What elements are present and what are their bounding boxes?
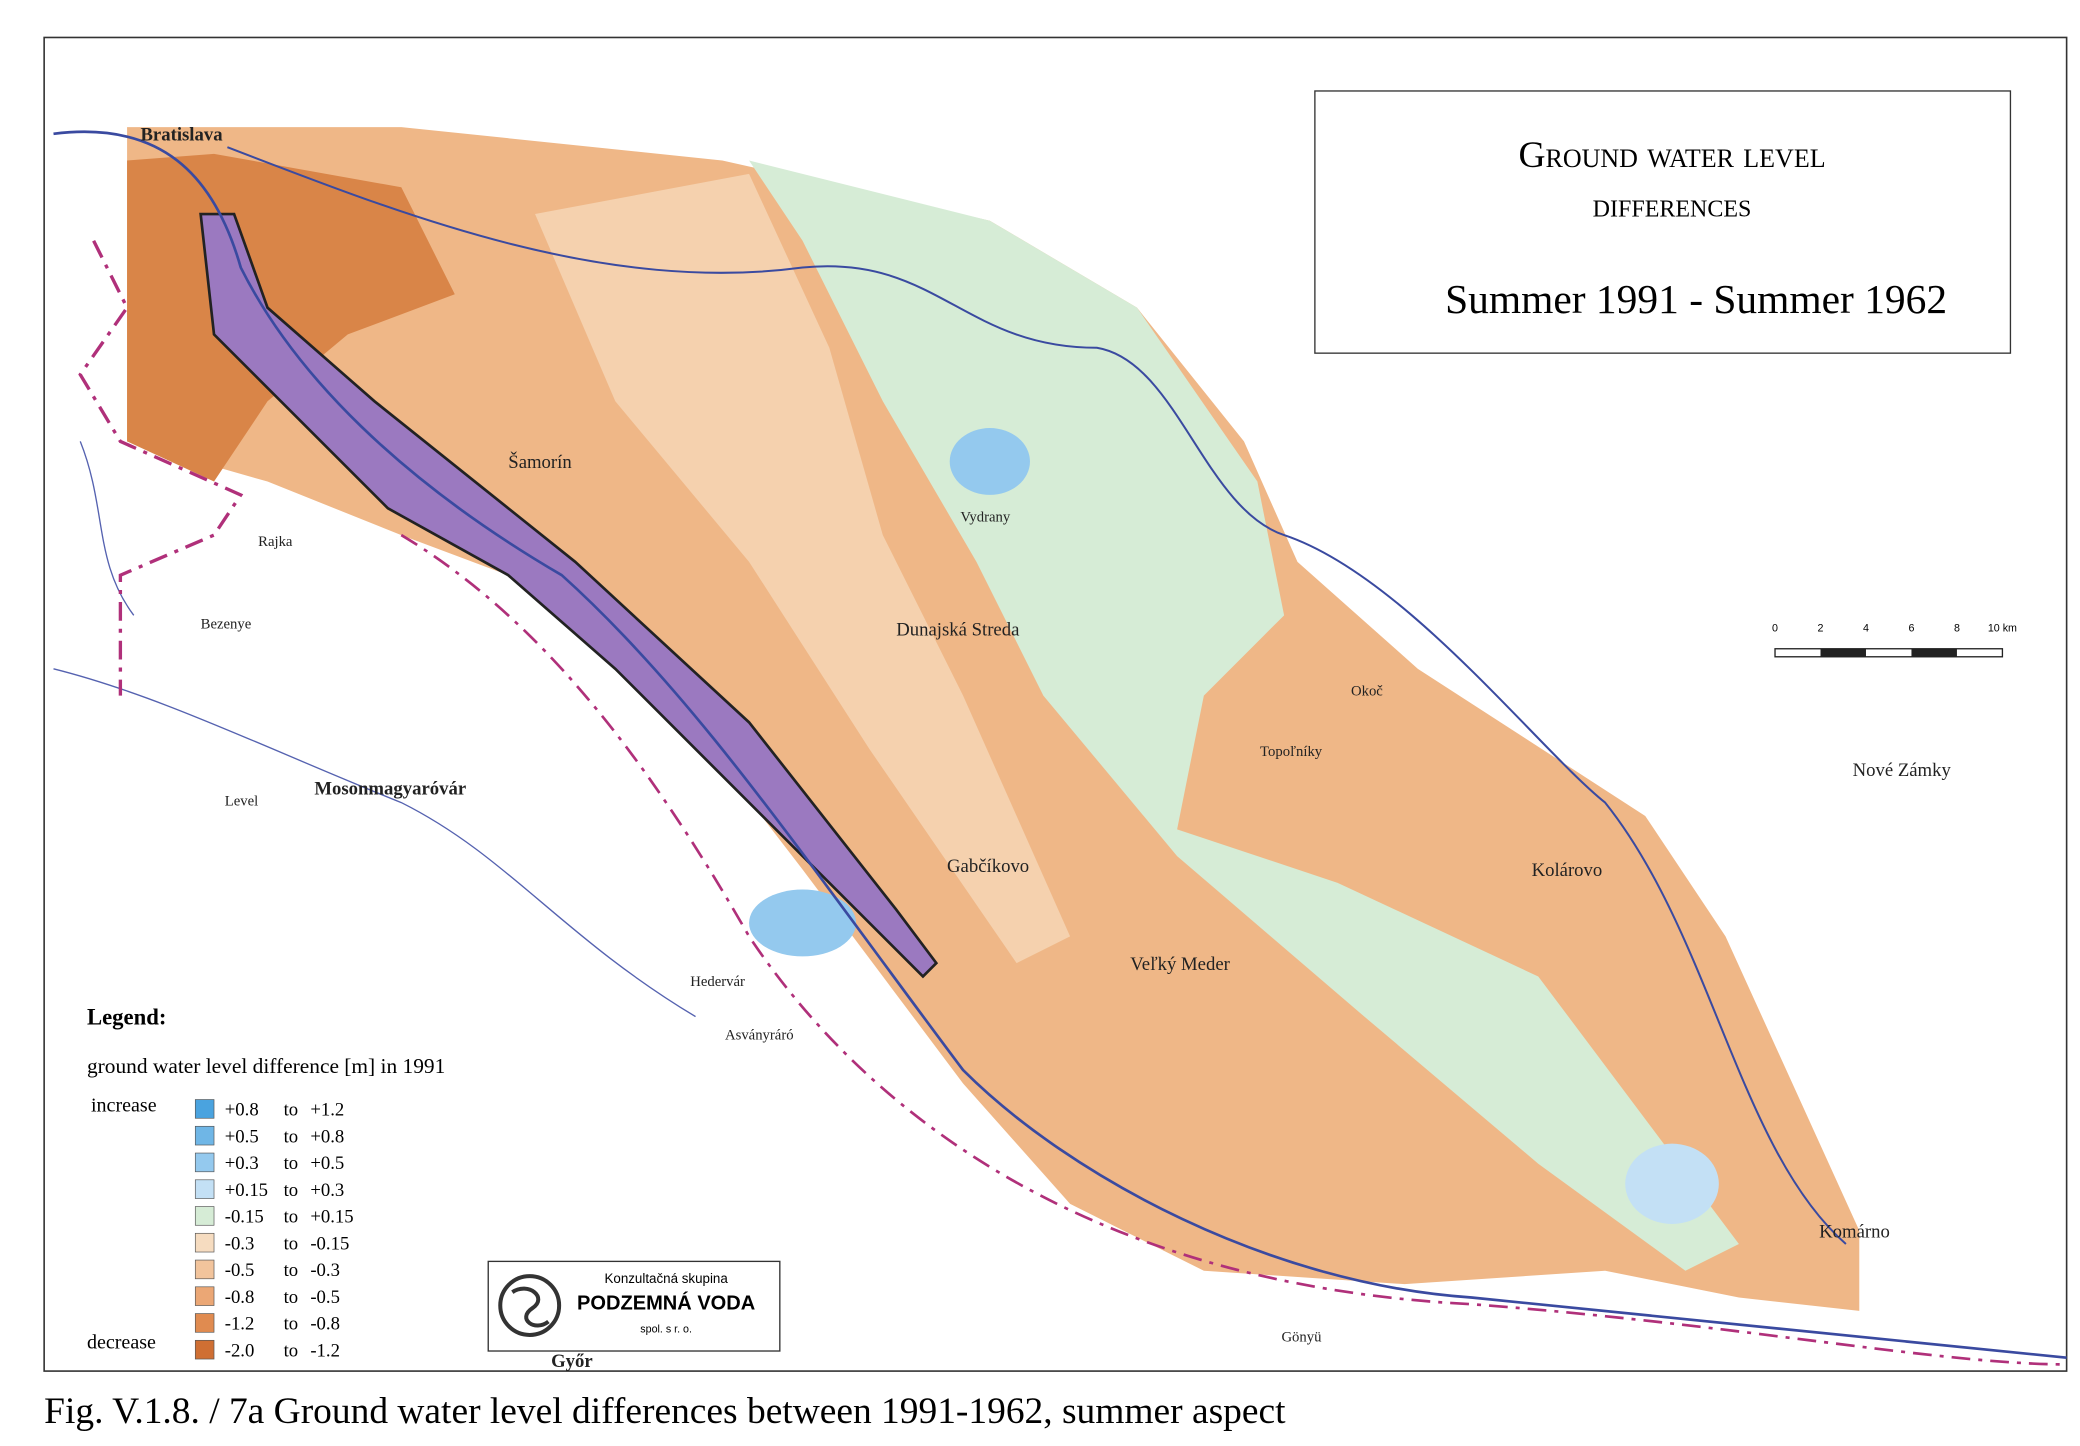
zone-blue (949, 428, 1030, 495)
legend-to: +0.3 (310, 1180, 344, 1201)
legend-from: -0.8 (225, 1287, 255, 1308)
legend-swatch (194, 1232, 215, 1253)
logo-text: PODZEMNÁ VODA (577, 1292, 755, 1315)
logo: Konzultačná skupina PODZEMNÁ VODA spol. … (487, 1260, 781, 1352)
legend-to: +1.2 (310, 1100, 344, 1121)
title-frame (1314, 90, 2012, 354)
border (400, 533, 2067, 1366)
legend-joiner: to (284, 1207, 299, 1228)
scale-bar-frame (1774, 648, 2004, 658)
legend-joiner: to (284, 1287, 299, 1308)
legend-subtitle: ground water level difference [m] in 199… (87, 1054, 445, 1078)
place-label: Rajka (258, 534, 293, 550)
legend-from: -0.3 (225, 1233, 255, 1254)
legend-from: +0.5 (225, 1126, 259, 1147)
scale-bar-segment (1820, 648, 1866, 657)
legend-from: -1.2 (225, 1314, 255, 1335)
place-label: Okoč (1351, 684, 1383, 700)
caption: Fig. V.1.8. / 7a Ground water level diff… (44, 1391, 1286, 1432)
legend-joiner: to (284, 1233, 299, 1254)
scale-label: 8 (1954, 622, 1960, 634)
place-label: Šamorín (508, 451, 572, 473)
place-label: Level (225, 793, 258, 809)
legend-joiner: to (284, 1260, 299, 1281)
place-label: Bratislava (140, 124, 223, 145)
legend-decrease: decrease (87, 1331, 156, 1353)
legend-joiner: to (284, 1340, 299, 1361)
title-line: Ground water level (1518, 135, 1825, 176)
legend-from: +0.15 (225, 1180, 268, 1201)
river-maly-dunaj (227, 146, 1847, 1245)
legend-from: -0.15 (225, 1207, 264, 1228)
place-label: Hedervár (690, 974, 745, 990)
zone-blue (1625, 1143, 1719, 1224)
place-label: Dunajská Streda (896, 619, 1020, 640)
place-label: Mosonmagyaróvár (314, 779, 466, 800)
scale-label: 6 (1908, 622, 1914, 634)
title-period: Summer 1991 - Summer 1962 (1445, 276, 1947, 322)
place-label: Kolárovo (1532, 860, 1603, 881)
legend-heading: Legend: (87, 1005, 167, 1030)
zone-light (535, 173, 1071, 964)
place-label: Topoľníky (1260, 744, 1323, 760)
legend-joiner: to (284, 1100, 299, 1121)
legend-from: +0.8 (225, 1100, 259, 1121)
legend-swatch (194, 1259, 215, 1280)
logo-text: Konzultačná skupina (604, 1271, 728, 1286)
scale-bar-segment (1911, 648, 1957, 657)
legend-to: -0.3 (310, 1260, 340, 1281)
scale-label: 10 km (1988, 622, 2017, 634)
scale-label: 2 (1818, 622, 1824, 634)
title-box: Ground water level differences Summer 19… (1314, 90, 2012, 354)
place-label: Veľký Meder (1130, 954, 1230, 975)
legend-from: -2.0 (225, 1340, 255, 1361)
scale-bar: 0 2 4 6 8 10 km (1772, 622, 2017, 658)
place-label: Vydrany (960, 510, 1010, 526)
legend-swatch (194, 1179, 215, 1199)
legend-to: +0.15 (310, 1207, 353, 1228)
river-danube (53, 130, 2067, 1360)
legend-to: +0.5 (310, 1153, 344, 1174)
legend-from: -0.5 (225, 1260, 255, 1281)
legend-swatch (194, 1125, 215, 1146)
legend-to: -1.2 (310, 1340, 340, 1361)
place-label: Gabčíkovo (947, 856, 1029, 877)
legend-joiner: to (284, 1153, 299, 1174)
legend-joiner: to (284, 1180, 299, 1201)
legend-swatch (194, 1286, 215, 1306)
logo-icon (498, 1274, 562, 1337)
legend-joiner: to (284, 1314, 299, 1335)
legend-increase: increase (91, 1095, 157, 1117)
legend-from: +0.3 (225, 1153, 259, 1174)
legend-to: -0.15 (310, 1233, 349, 1254)
legend-joiner: to (284, 1126, 299, 1147)
scale-label: 4 (1863, 622, 1869, 634)
legend-swatch (194, 1339, 215, 1360)
place-label: Bezenye (201, 617, 252, 633)
title-line: differences (1593, 186, 1752, 225)
scale-label: 0 (1772, 622, 1778, 634)
zone-blue (749, 889, 857, 957)
legend-swatch (194, 1313, 215, 1333)
legend-to: -0.8 (310, 1314, 340, 1335)
legend-to: +0.8 (310, 1126, 344, 1147)
place-label: Győr (551, 1351, 593, 1372)
logo-text: spol. s r. o. (640, 1323, 692, 1335)
legend-to: -0.5 (310, 1287, 340, 1308)
legend-swatch (194, 1099, 215, 1119)
place-label: Gönyü (1281, 1330, 1322, 1346)
border (78, 240, 244, 696)
place-label: Nové Zámky (1853, 760, 1952, 781)
legend-swatch (194, 1152, 215, 1173)
place-label: Komárno (1819, 1221, 1890, 1242)
legend: Legend: ground water level difference [m… (87, 1005, 445, 1362)
place-label: Asványráró (725, 1027, 794, 1043)
legend-swatch (194, 1206, 215, 1226)
river (53, 441, 696, 1018)
logo-icon (511, 1286, 550, 1328)
